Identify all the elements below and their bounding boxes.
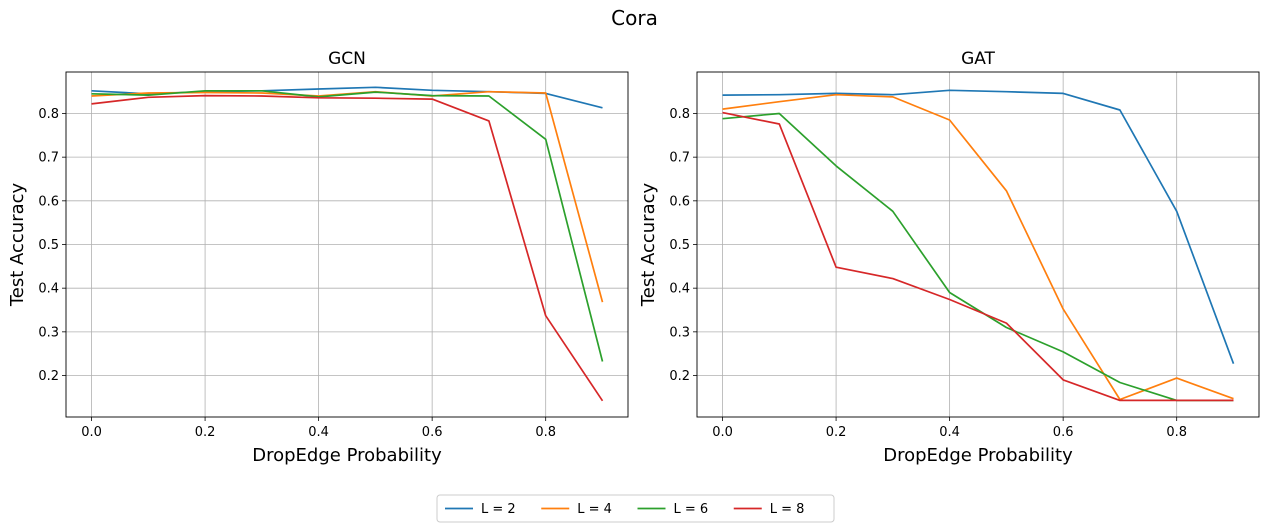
legend-label-l-2: L = 2 [481, 502, 516, 517]
gat-xtick-label: 0.6 [1053, 425, 1074, 440]
gat-ytick-label: 0.5 [669, 238, 690, 253]
gat-ytick-label: 0.7 [669, 151, 690, 166]
gat-xtick-label: 0.8 [1166, 425, 1187, 440]
gat-series-l-6 [722, 112, 1234, 402]
gat-ytick-label: 0.3 [669, 325, 690, 340]
gcn-ytick-label: 0.6 [38, 194, 59, 209]
gat-axes-frame [696, 71, 1260, 418]
gcn-ytick-label: 0.5 [38, 238, 59, 253]
gcn-ylabel: Test Accuracy [7, 182, 28, 307]
gat-xlabel: DropEdge Probability [883, 445, 1073, 466]
gcn-xtick-label: 0.8 [535, 425, 556, 440]
gcn-xtick-label: 0.6 [422, 425, 443, 440]
legend: L = 2 L = 4 L = 6 L = 8 [436, 494, 835, 523]
gat-xtick-label: 0.4 [939, 425, 960, 440]
gat-ylabel: Test Accuracy [638, 182, 659, 307]
gcn-xtick-label: 0.4 [308, 425, 329, 440]
gcn-ytick-label: 0.3 [38, 325, 59, 340]
legend-frame [436, 494, 835, 523]
gat-xtick-label: 0.2 [826, 425, 847, 440]
gat-ytick-label: 0.4 [669, 282, 690, 297]
gat-ytick-label: 0.8 [669, 107, 690, 122]
figure-suptitle: Cora [611, 6, 658, 30]
gcn-title: GCN [328, 49, 366, 69]
gcn-xtick-label: 0.0 [81, 425, 102, 440]
gcn-panel: GCN 0.0 0.2 0.4 0.6 0.8 0.2 0.3 0.4 0.5 0.6 0.7 0.8 D… [7, 49, 629, 466]
gat-series-l-2 [722, 89, 1235, 364]
gat-panel: GAT 0.0 0.2 0.4 0.6 0.8 0.2 0.3 0.4 0.5 0.6 0.7 0.8 D… [638, 49, 1260, 466]
gat-title: GAT [961, 49, 995, 69]
gcn-ytick-label: 0.7 [38, 151, 59, 166]
gcn-ytick-label: 0.8 [38, 107, 59, 122]
gat-series-l-4 [722, 93, 1234, 401]
panels: GCN 0.0 0.2 0.4 0.6 0.8 0.2 0.3 0.4 0.5 0.6 0.7 0.8 D… [7, 49, 1260, 466]
gcn-series-l-8 [91, 94, 604, 402]
gcn-ytick-label: 0.4 [38, 282, 59, 297]
gcn-series-l-6 [91, 89, 604, 362]
legend-label-l-6: L = 6 [674, 502, 709, 517]
gcn-xtick-label: 0.2 [195, 425, 216, 440]
gcn-xlabel: DropEdge Probability [252, 445, 442, 466]
gat-series-l-8 [722, 111, 1234, 402]
gcn-ytick-label: 0.2 [38, 369, 59, 384]
gat-ytick-label: 0.6 [669, 194, 690, 209]
gat-xtick-label: 0.0 [712, 425, 733, 440]
legend-label-l-8: L = 8 [770, 502, 805, 517]
gcn-axes-frame [65, 71, 629, 418]
gat-ytick-label: 0.2 [669, 369, 690, 384]
legend-label-l-4: L = 4 [577, 502, 612, 517]
